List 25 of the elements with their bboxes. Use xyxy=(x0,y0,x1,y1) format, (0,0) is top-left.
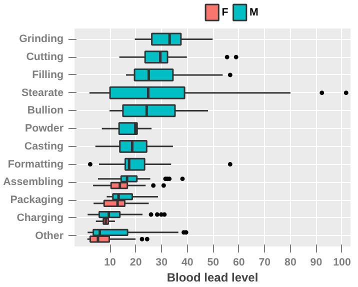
y-tick-label: Grinding xyxy=(19,33,64,46)
y-tick-label: Charging xyxy=(16,212,64,224)
x-tick-label: 70 xyxy=(258,256,271,268)
y-tick-label: Powder xyxy=(25,122,64,135)
x-tick-label: 30 xyxy=(156,256,168,268)
y-tick-label: Stearate xyxy=(21,86,64,99)
x-tick-label: 60 xyxy=(232,256,245,268)
x-tick-label: 40 xyxy=(181,256,194,268)
y-tick-label: Assembling xyxy=(3,176,64,188)
legend-label: M xyxy=(250,6,259,18)
x-tick-label: 80 xyxy=(284,256,296,268)
y-tick-label: Filling xyxy=(32,68,64,81)
x-axis-title: Blood lead level xyxy=(166,270,258,284)
y-tick-label: Other xyxy=(35,230,64,242)
y-tick-label: Formatting xyxy=(8,158,64,170)
y-tick-label: Casting xyxy=(24,140,64,152)
x-tick-label: 90 xyxy=(310,256,322,268)
x-tick-label: 100 xyxy=(333,256,351,268)
legend-label: F xyxy=(222,6,229,18)
y-tick-label: Packaging xyxy=(10,194,64,206)
y-tick-label: Bullion xyxy=(27,104,64,117)
y-tick-label: Cutting xyxy=(26,51,64,64)
x-tick-label: 20 xyxy=(130,256,142,268)
x-tick-label: 50 xyxy=(207,256,220,268)
x-tick-label: 10 xyxy=(104,256,116,268)
